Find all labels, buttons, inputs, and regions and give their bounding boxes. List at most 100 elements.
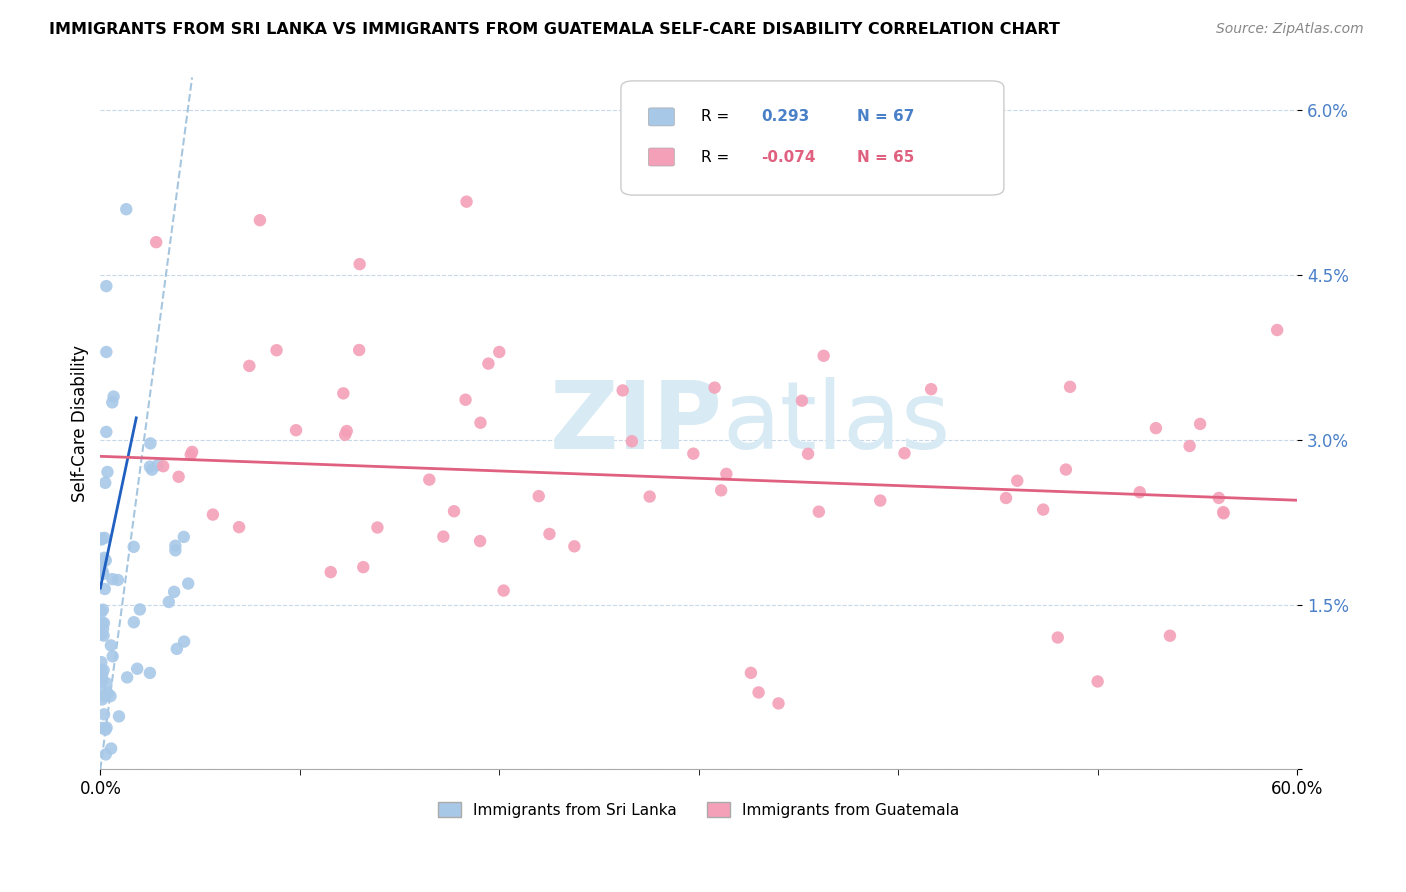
Point bbox=[869, 493, 891, 508]
Point bbox=[101, 572, 124, 586]
Point bbox=[620, 434, 643, 449]
Point bbox=[139, 459, 162, 474]
Point bbox=[1054, 462, 1077, 476]
Point bbox=[790, 393, 813, 408]
Text: ZIP: ZIP bbox=[550, 377, 723, 469]
Point bbox=[768, 697, 790, 711]
Point bbox=[612, 384, 634, 398]
Point bbox=[115, 202, 138, 217]
Point bbox=[638, 490, 661, 504]
Point bbox=[332, 386, 354, 401]
Y-axis label: Self-Care Disability: Self-Care Disability bbox=[72, 345, 89, 502]
Point bbox=[333, 427, 356, 442]
Text: 0.293: 0.293 bbox=[761, 110, 810, 124]
Point bbox=[165, 539, 187, 553]
Point bbox=[91, 667, 114, 681]
Point bbox=[748, 685, 770, 699]
Point bbox=[91, 566, 114, 581]
Text: atlas: atlas bbox=[723, 377, 950, 469]
Point bbox=[141, 463, 163, 477]
Point bbox=[91, 673, 114, 688]
Point bbox=[96, 279, 118, 293]
Point bbox=[492, 583, 515, 598]
Point bbox=[1212, 505, 1234, 519]
Point bbox=[166, 641, 188, 656]
Point bbox=[1178, 439, 1201, 453]
Point bbox=[249, 213, 271, 227]
FancyBboxPatch shape bbox=[648, 148, 675, 166]
FancyBboxPatch shape bbox=[621, 81, 1004, 195]
Point bbox=[352, 560, 374, 574]
Point bbox=[127, 662, 149, 676]
Point bbox=[152, 459, 174, 474]
Point bbox=[103, 390, 125, 404]
Point bbox=[94, 747, 117, 762]
Point bbox=[128, 602, 150, 616]
Text: R =: R = bbox=[702, 110, 730, 124]
Point bbox=[90, 669, 112, 683]
Text: IMMIGRANTS FROM SRI LANKA VS IMMIGRANTS FROM GUATEMALA SELF-CARE DISABILITY CORR: IMMIGRANTS FROM SRI LANKA VS IMMIGRANTS … bbox=[49, 22, 1060, 37]
Point bbox=[91, 615, 114, 630]
Point bbox=[122, 540, 145, 554]
Point bbox=[91, 564, 114, 578]
Point bbox=[146, 458, 169, 472]
Point bbox=[91, 692, 114, 706]
Point bbox=[807, 505, 830, 519]
Point bbox=[366, 520, 388, 534]
Point bbox=[181, 445, 204, 459]
Point bbox=[96, 676, 118, 690]
Point bbox=[90, 564, 112, 578]
Point bbox=[94, 723, 117, 737]
Point bbox=[418, 473, 440, 487]
Point bbox=[94, 475, 117, 490]
Point bbox=[1059, 380, 1081, 394]
Point bbox=[96, 345, 118, 359]
Point bbox=[538, 527, 561, 541]
Point bbox=[456, 194, 478, 209]
Point bbox=[93, 550, 115, 565]
Point bbox=[94, 582, 117, 596]
Point bbox=[96, 425, 118, 439]
Text: R =: R = bbox=[702, 150, 730, 164]
Point bbox=[564, 539, 586, 553]
Point bbox=[682, 447, 704, 461]
Point bbox=[716, 467, 738, 481]
Point bbox=[173, 530, 195, 544]
Point bbox=[93, 663, 115, 677]
Text: N = 65: N = 65 bbox=[856, 150, 914, 164]
Point bbox=[97, 686, 120, 700]
Point bbox=[173, 634, 195, 648]
Point bbox=[347, 343, 370, 357]
Point bbox=[90, 533, 112, 547]
Point bbox=[90, 554, 112, 568]
Text: -0.074: -0.074 bbox=[761, 150, 815, 164]
Point bbox=[319, 565, 342, 579]
Point bbox=[1144, 421, 1167, 435]
Point bbox=[100, 741, 122, 756]
FancyBboxPatch shape bbox=[648, 108, 675, 126]
Point bbox=[90, 721, 112, 735]
Point bbox=[93, 629, 115, 643]
Point bbox=[177, 576, 200, 591]
Point bbox=[995, 491, 1018, 505]
Point bbox=[1032, 502, 1054, 516]
Point bbox=[1007, 474, 1029, 488]
Point bbox=[139, 436, 162, 450]
Point bbox=[90, 663, 112, 677]
Point bbox=[488, 345, 510, 359]
Point bbox=[90, 683, 112, 698]
Point bbox=[101, 649, 124, 664]
Point bbox=[90, 627, 112, 641]
Point bbox=[115, 670, 138, 684]
Point bbox=[91, 602, 114, 616]
Point bbox=[122, 615, 145, 630]
Point bbox=[454, 392, 477, 407]
Point bbox=[813, 349, 835, 363]
Text: N = 67: N = 67 bbox=[856, 110, 914, 124]
Point bbox=[91, 622, 114, 636]
Point bbox=[180, 448, 202, 462]
Point bbox=[165, 543, 187, 558]
Point bbox=[90, 655, 112, 669]
Point bbox=[167, 469, 190, 483]
Point bbox=[1212, 506, 1234, 520]
